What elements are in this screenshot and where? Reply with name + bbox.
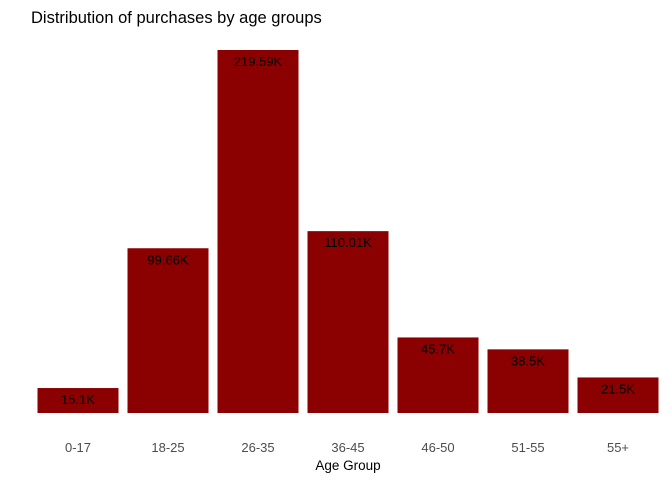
data-label-36-45: 110.01K [324, 235, 372, 250]
bar-0-17 [37, 388, 119, 413]
x-tick-label-18-25: 18-25 [151, 440, 184, 455]
chart-title: Distribution of purchases by age groups [31, 9, 322, 27]
data-label-55+: 21.5K [601, 381, 635, 396]
data-labels-group: 15.1K 99.66K 219.59K 110.01K 45.7K 38.5K 21.5K [61, 54, 635, 407]
bars-group [37, 50, 659, 413]
data-label-26-35: 219.59K [234, 54, 283, 69]
data-label-46-50: 45.7K [421, 341, 455, 356]
bar-18-25 [127, 248, 209, 413]
bar-46-50 [397, 337, 479, 413]
bar-55+ [577, 377, 659, 413]
bar-51-55 [487, 349, 569, 413]
x-tick-label-46-50: 46-50 [421, 440, 454, 455]
data-label-0-17: 15.1K [61, 392, 95, 407]
bar-26-35 [217, 50, 299, 413]
x-axis-title: Age Group [315, 458, 380, 473]
bar-36-45 [307, 231, 389, 413]
x-tick-label-0-17: 0-17 [65, 440, 91, 455]
x-tick-label-51-55: 51-55 [511, 440, 544, 455]
x-tick-labels-group: 0-17 18-25 26-35 36-45 46-50 51-55 55+ [65, 440, 629, 455]
x-tick-label-26-35: 26-35 [241, 440, 274, 455]
x-tick-label-36-45: 36-45 [331, 440, 364, 455]
data-label-51-55: 38.5K [511, 353, 545, 368]
data-label-18-25: 99.66K [147, 252, 189, 267]
x-tick-label-55+: 55+ [607, 440, 629, 455]
